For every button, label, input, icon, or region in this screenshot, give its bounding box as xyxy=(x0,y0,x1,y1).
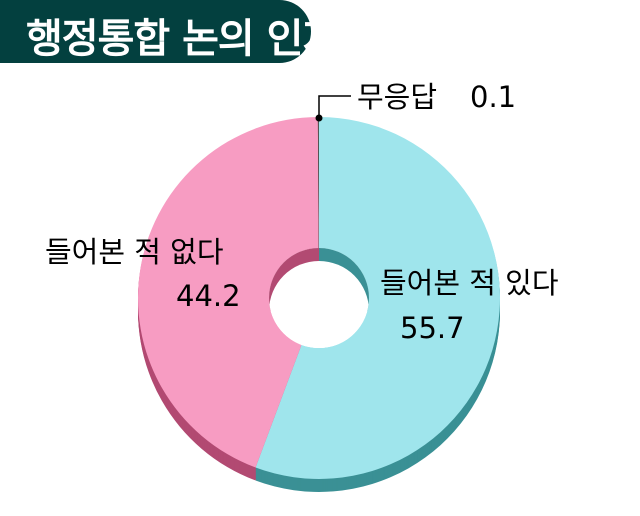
chart-title: 행정통합 논의 인지 xyxy=(26,16,339,62)
label-value-1: 44.2 xyxy=(176,279,241,313)
hole-inner-wall xyxy=(269,248,369,348)
label-value-0: 55.7 xyxy=(400,311,465,345)
title-banner: 행정통합 논의 인지 xyxy=(0,0,339,63)
leader-dot-2 xyxy=(315,114,323,122)
label-value-2: 0.1 xyxy=(470,80,516,114)
label-category-0: 들어본 적 있다 xyxy=(380,266,559,300)
slice-0 xyxy=(255,117,500,479)
label-category-1: 들어본 적 없다 xyxy=(45,235,224,269)
slice-1 xyxy=(137,117,319,468)
slice-2 xyxy=(317,117,319,249)
label-category-2: 무응답 xyxy=(357,80,437,114)
leader-line-2 xyxy=(318,95,351,118)
